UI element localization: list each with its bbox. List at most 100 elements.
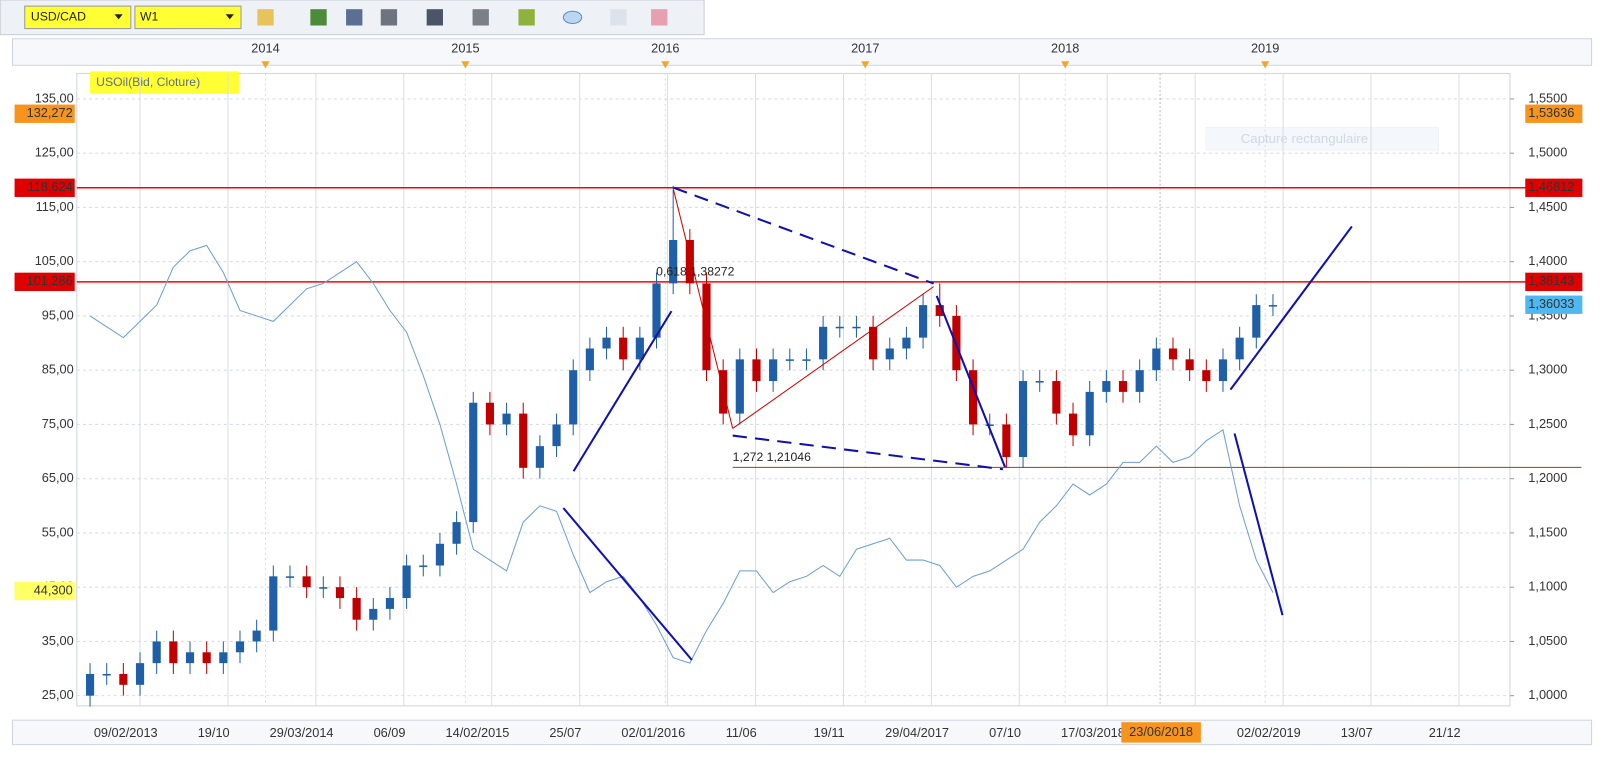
candle-body <box>252 630 261 642</box>
dashed-trend <box>673 186 934 285</box>
left-tick-label: 95,00 <box>42 307 74 322</box>
fibo-tool[interactable] <box>380 9 398 26</box>
left-tick-label: 75,00 <box>42 416 74 431</box>
candle-body <box>1018 381 1028 457</box>
candle-body <box>785 359 794 361</box>
candle-body <box>102 673 111 676</box>
candle-body <box>1152 348 1161 371</box>
left-tick-label: 135,00 <box>35 90 74 105</box>
right-tick-label: 1,0500 <box>1528 633 1567 648</box>
candle-body <box>1085 391 1094 436</box>
candle-body <box>919 305 928 338</box>
dashed-trend <box>732 434 1004 471</box>
red-study <box>673 189 734 429</box>
timeframe: W1 <box>140 10 159 24</box>
date-label: 19/11 <box>814 725 845 740</box>
pen-tool[interactable] <box>518 9 535 26</box>
candle-body <box>802 359 811 361</box>
year-strip <box>12 38 1593 66</box>
dropdown-arrow <box>114 14 123 20</box>
candle-body <box>119 673 128 685</box>
right-tick-label: 1,4000 <box>1528 253 1567 268</box>
right-price-tag <box>1525 178 1583 197</box>
candle-body <box>552 424 561 447</box>
date-label: 21/12 <box>1429 725 1461 740</box>
date-label: 09/02/2013 <box>94 725 158 740</box>
candle-body <box>1052 381 1061 414</box>
date-label: 25/07 <box>549 725 581 740</box>
right-tick-label: 1,5000 <box>1528 145 1567 160</box>
ellipse-tool[interactable] <box>562 10 583 24</box>
watermark-box <box>1205 126 1440 151</box>
candle-body <box>635 337 644 360</box>
toolbar-icons <box>257 9 668 26</box>
year-marker <box>1061 61 1070 69</box>
candle-body <box>935 305 944 316</box>
left-price-label: 118,624 <box>28 179 73 194</box>
candle-body <box>1118 381 1128 392</box>
candle-body <box>302 576 311 588</box>
dropdown-arrow <box>225 14 234 20</box>
left-price-label: 132,272 <box>27 105 73 120</box>
candle-body <box>535 446 544 468</box>
left-price-label: 44,300 <box>34 582 73 597</box>
candle-body <box>1218 359 1228 382</box>
candle-body <box>385 598 395 609</box>
candle-body <box>1002 424 1011 457</box>
candle-body <box>1268 305 1278 307</box>
symbol: USD/CAD <box>31 10 86 24</box>
drawings <box>562 186 1353 661</box>
right-tick-label: 1,2500 <box>1528 416 1567 431</box>
right-tick-label: 1,5500 <box>1528 90 1567 105</box>
candle-body <box>285 576 295 578</box>
candle-body <box>169 641 178 664</box>
year-label: 2014 <box>251 40 279 55</box>
left-tick-label: 65,00 <box>42 470 74 485</box>
fan-tool[interactable] <box>472 9 489 26</box>
candle-body <box>569 370 578 425</box>
candle-body <box>185 652 195 664</box>
text-tool[interactable] <box>610 9 627 26</box>
candle-body <box>502 413 511 425</box>
candle-body <box>1185 359 1194 371</box>
date-label: 11/06 <box>726 725 757 740</box>
ruler-tool[interactable] <box>257 9 274 26</box>
candle-body <box>968 370 978 425</box>
candle-body <box>369 608 378 620</box>
candle-body <box>219 652 228 664</box>
right-tick-label: 1,1500 <box>1528 524 1567 539</box>
candle-body <box>519 413 528 468</box>
indicator-label: USOil(Bid, Cloture) <box>96 75 200 89</box>
eraser-tool[interactable] <box>651 9 668 26</box>
candle-body <box>485 402 494 425</box>
symbol-select[interactable] <box>24 5 132 30</box>
candle-body <box>769 359 778 382</box>
candle-body <box>852 326 861 329</box>
candle-body <box>152 641 161 664</box>
print-tool[interactable] <box>346 9 363 26</box>
image-tool[interactable] <box>310 9 327 26</box>
right-price-label: 1,36033 <box>1528 296 1574 311</box>
candle-body <box>869 326 878 360</box>
year-label: 2016 <box>651 40 679 55</box>
candle-body <box>752 359 761 382</box>
candle-body <box>1035 381 1044 383</box>
year-label: 2018 <box>1051 40 1079 55</box>
date-strip <box>12 719 1593 746</box>
left-tick-label: 115,00 <box>36 199 74 214</box>
candle-body <box>402 565 411 599</box>
candle-body <box>585 348 594 371</box>
candle-body <box>702 283 711 371</box>
candle-body <box>1068 413 1078 436</box>
date-label: 02/01/2016 <box>621 725 685 740</box>
watermark: Capture rectangulaire <box>1241 131 1368 146</box>
timeframe-select[interactable] <box>134 5 242 30</box>
date-label: 29/03/2014 <box>270 725 334 740</box>
candle-body <box>652 283 661 338</box>
lines-tool[interactable] <box>426 9 443 26</box>
candle-body <box>135 663 145 685</box>
left-tick-label: 85,00 <box>42 362 74 377</box>
candle-body <box>469 402 478 523</box>
candle-body <box>85 673 95 696</box>
